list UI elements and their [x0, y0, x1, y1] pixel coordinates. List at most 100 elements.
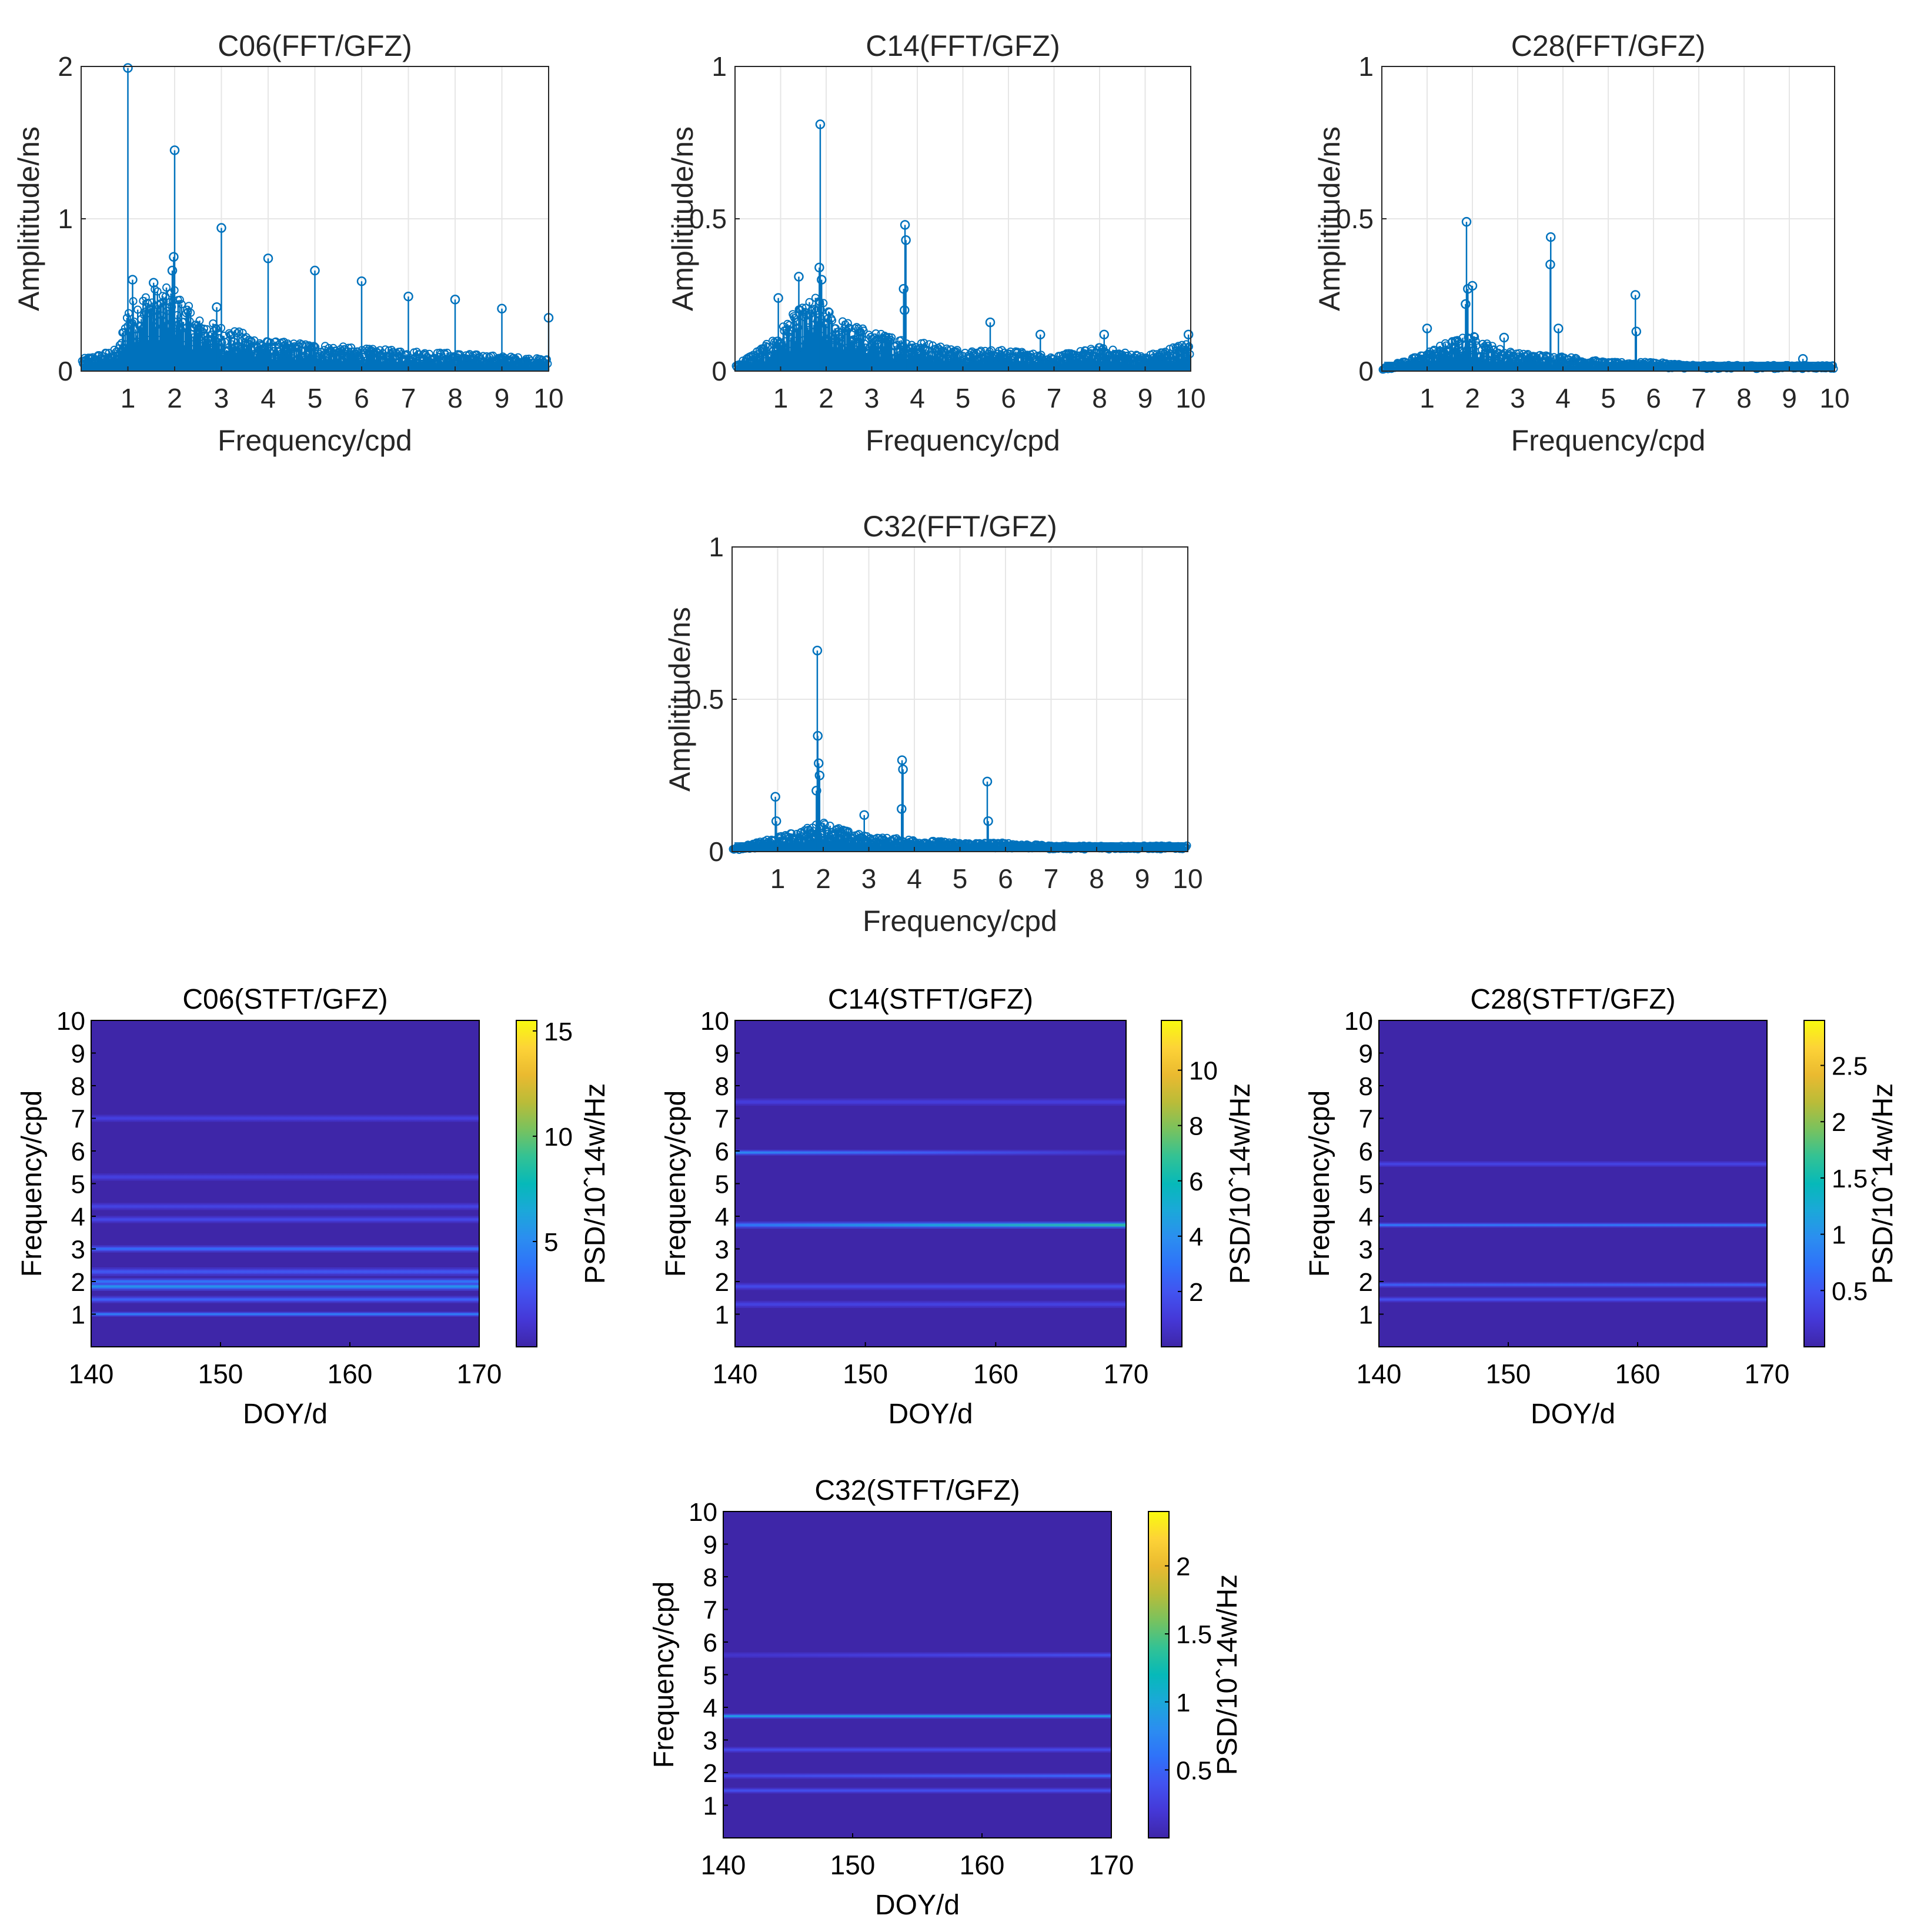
peak-stem-8	[1631, 326, 1641, 371]
colorbar-tick-label: 0.5	[1832, 1277, 1868, 1306]
y-tick-label: 1	[58, 203, 73, 234]
colorbar-tick-label: 4	[1189, 1223, 1203, 1252]
noise-marker	[336, 345, 345, 353]
peak-marker	[898, 764, 908, 775]
noise-marker	[175, 295, 184, 304]
fft-chart-2: 1 2 3 4 5 6 7 8 9 1000.51C28(FFT/GFZ)Frequency/cp…	[1313, 29, 1850, 457]
y-tick-label: 6	[703, 1629, 717, 1657]
x-axis-label: DOY/d	[875, 1890, 960, 1921]
colorbar-tick-label: 0.5	[1176, 1756, 1212, 1785]
x-tick-label: 8	[1089, 863, 1104, 894]
noise-marker	[415, 350, 424, 359]
noise-marker	[102, 349, 111, 358]
band-layer	[735, 1101, 1126, 1103]
peak-stem-12	[1183, 329, 1194, 371]
x-tick-label: 150	[1486, 1359, 1531, 1389]
heatmap-background	[91, 1020, 479, 1347]
peak-stem-13	[148, 278, 159, 371]
y-tick-label: 3	[715, 1236, 729, 1264]
x-tick-label: 10	[1819, 383, 1849, 413]
x-tick-label: 140	[69, 1359, 114, 1389]
peak-stem-2	[814, 758, 824, 852]
peak-marker	[167, 265, 178, 276]
peak-stem-5	[263, 253, 273, 371]
noise-marker	[236, 345, 245, 353]
peak-stem-5	[898, 283, 908, 371]
peak-marker	[771, 816, 781, 826]
peak-marker	[169, 252, 179, 262]
heatmap-band-0	[91, 1312, 479, 1317]
peak-stem-7	[1630, 290, 1641, 371]
x-tick-label: 10	[1175, 383, 1205, 413]
y-tick-label: 1	[1358, 51, 1374, 82]
peak-stem-2	[169, 252, 179, 371]
noise-marker	[119, 328, 128, 336]
noise-marker	[162, 283, 171, 292]
x-tick-label: 7	[1044, 863, 1059, 894]
noise-marker	[207, 344, 216, 352]
peak-stem-2	[817, 275, 827, 371]
noise-marker	[766, 352, 774, 361]
peak-marker	[310, 265, 320, 276]
y-tick-label: 6	[71, 1137, 85, 1166]
peak-marker	[263, 253, 273, 263]
y-tick-label: 10	[689, 1498, 717, 1527]
x-tick-label: 3	[861, 863, 877, 894]
band-layer	[91, 1205, 479, 1207]
peak-marker	[403, 291, 413, 302]
colorbar-label: PSD/10ˆ14w/Hz	[1868, 1083, 1899, 1284]
x-tick-label: 8	[447, 383, 463, 413]
noise-marker	[925, 340, 934, 349]
noise-marker	[151, 322, 160, 331]
band-layer	[91, 1280, 479, 1283]
y-tick-label: 7	[703, 1596, 717, 1625]
heatmap-band-0	[1379, 1222, 1767, 1228]
y-tick-label: 6	[715, 1137, 729, 1166]
peak-marker	[794, 272, 804, 282]
x-tick-label: 5	[1601, 383, 1616, 413]
noise-marker	[968, 347, 977, 356]
y-tick-label: 5	[1359, 1170, 1373, 1199]
noise-marker	[859, 326, 868, 335]
noise-marker	[875, 346, 884, 355]
x-tick-label: 8	[1092, 383, 1107, 413]
peak-stem-3	[167, 265, 178, 371]
band-layer	[91, 1298, 479, 1301]
noise-marker	[181, 324, 189, 333]
noise-marker	[303, 351, 312, 359]
peak-stem-10	[1499, 332, 1509, 371]
y-axis-label: Frequency/cpd	[660, 1090, 692, 1277]
noise-marker	[137, 315, 146, 323]
x-tick-label: 160	[973, 1359, 1018, 1389]
peak-stem-6	[1554, 323, 1564, 371]
peak-stem-6	[900, 305, 910, 371]
colorbar-scale	[1148, 1511, 1170, 1838]
peak-stem-11	[1099, 329, 1109, 371]
heatmap-band-6	[91, 1216, 479, 1223]
x-tick-label: 1	[770, 863, 786, 894]
y-tick-label: 8	[1359, 1072, 1373, 1101]
y-tick-label: 5	[715, 1170, 729, 1199]
colorbar-label: PSD/10ˆ14w/Hz	[1212, 1574, 1243, 1775]
stft-chart-7: 140 150 160 170 1 2 3 4 5 6 7 8 9 10 C32(STFT/GFZ) DOY/…	[649, 1475, 1243, 1921]
band-layer	[723, 1790, 1111, 1791]
noise-marker	[793, 324, 801, 333]
noise-marker	[836, 333, 844, 342]
chart-title: C32(STFT/GFZ)	[814, 1475, 1020, 1506]
band-layer	[91, 1247, 479, 1250]
y-tick-label: 10	[1344, 1007, 1373, 1036]
noise-marker	[806, 310, 814, 319]
heatmap-band-2	[1379, 1296, 1767, 1303]
x-tick-label: 2	[167, 383, 182, 413]
noise-marker	[843, 319, 852, 328]
x-tick-label: 6	[1001, 383, 1016, 413]
band-layer	[723, 1749, 1111, 1751]
colorbar-tick-label: 8	[1189, 1112, 1203, 1141]
x-tick-label: 9	[1135, 863, 1150, 894]
noise-markers	[731, 293, 1194, 372]
heatmap-band-2	[723, 1787, 1111, 1794]
x-tick-label: 4	[907, 863, 922, 894]
colorbar-tick-label: 2	[1189, 1278, 1203, 1307]
peak-marker	[1554, 323, 1564, 333]
peak-marker	[212, 302, 222, 312]
